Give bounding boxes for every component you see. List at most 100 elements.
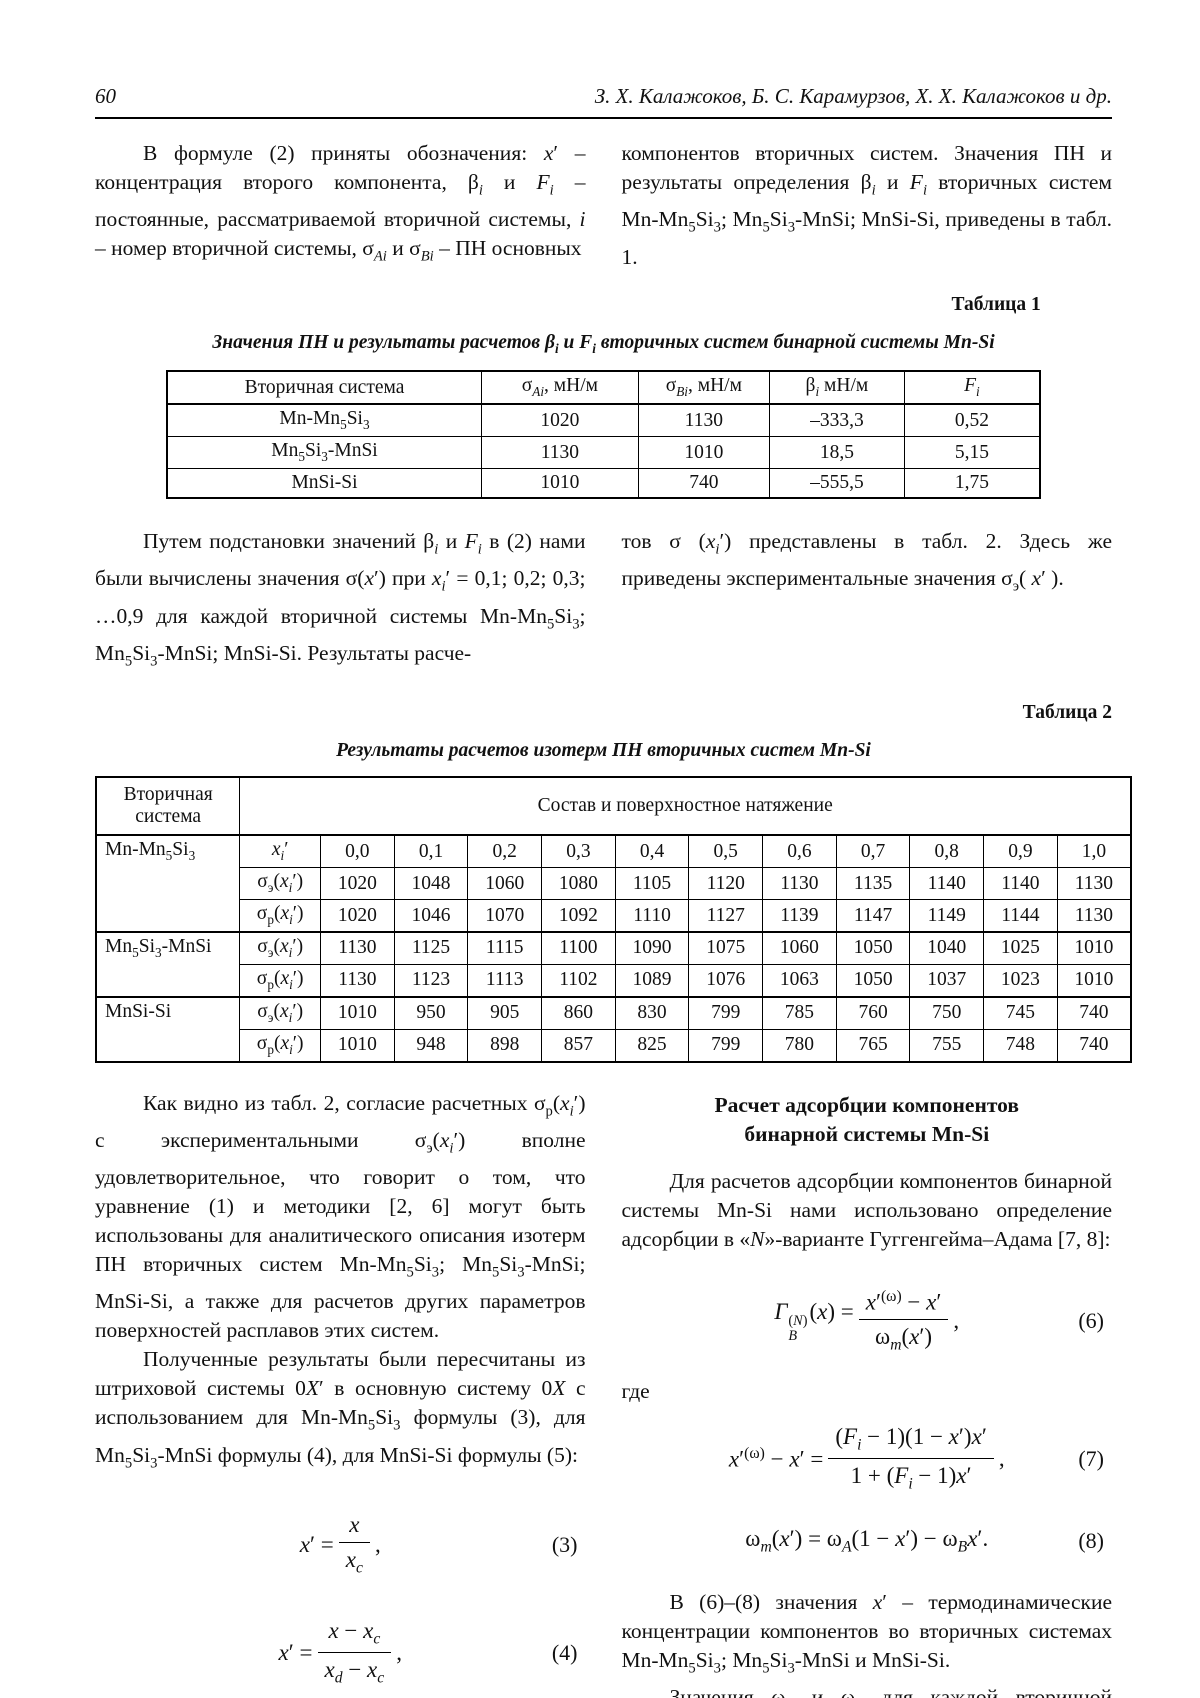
table2-row: σр(xi′) 1020 1046 1070 1092 1110 1127 1139 1147 1… (96, 899, 1132, 933)
table2-block: Таблица 2 Результаты расчетов изотерм ПН… (95, 702, 1132, 1063)
table2-value-cell: 898 (467, 1028, 543, 1063)
table2-value-cell: 740 (1056, 1028, 1132, 1063)
eq8-body: ωm(x′) = ωA(1 − x′) − ωBx′. (745, 1525, 989, 1556)
running-head: 60 З. Х. Калажоков, Б. С. Карамурзов, Х.… (95, 84, 1112, 109)
table2-value-cell: 1090 (614, 931, 690, 965)
table2-value-cell: 1130 (320, 931, 395, 965)
table2-value-cell: 1139 (762, 899, 837, 933)
section-right-column: Расчет адсорбции компонентов бинарной сис… (622, 1089, 1113, 1698)
table2-value-cell: 1040 (909, 931, 985, 965)
table2-value-cell: 1120 (688, 867, 764, 901)
table1-cell: 740 (637, 468, 770, 499)
table2-row: σр(xi′) 1130 1123 1113 1102 1089 1076 1063 1050 1… (96, 963, 1132, 998)
table1-cell: 1010 (637, 436, 770, 470)
eq6-denominator: ωm(x′) (858, 1319, 949, 1355)
table2-value-cell: 1,0 (1056, 834, 1132, 869)
equation-4: x′ = x − xc xd − xc , (4) (95, 1618, 586, 1688)
table2-value-cell: 750 (909, 995, 985, 1030)
table2-value-cell: 1046 (393, 899, 469, 933)
running-title: З. Х. Калажоков, Б. С. Карамурзов, Х. Х.… (594, 84, 1112, 108)
eq3-lhs: x′ = (299, 1531, 334, 1557)
where-label: где (621, 1378, 650, 1403)
table2-value-cell: 1010 (1056, 963, 1132, 998)
table2-label: Таблица 2 (1022, 702, 1112, 724)
table2-value-cell: 1140 (909, 867, 985, 901)
table2-body: Mn-Mn5Si3 xi′ 0,0 0,1 0,2 0,3 0,4 0,5 0,6 0,7 0,8 0… (95, 834, 1132, 1063)
table2-label-cell: σэ(xi′) (239, 995, 322, 1030)
table2-value-cell: 1105 (614, 867, 690, 901)
table2-value-cell: 1130 (320, 963, 395, 998)
eq6-number: (6) (1078, 1308, 1104, 1334)
table1-header-cell: Вторичная система (166, 370, 482, 406)
section-right-paragraph-2: В (6)–(8) значения x′ – термодинамически… (621, 1590, 1113, 1677)
table2-head-row: Вторичная система Состав и поверхностное … (95, 776, 1132, 837)
eq8-number: (8) (1078, 1528, 1104, 1554)
table2-value-cell: 857 (541, 1028, 616, 1063)
eq7-fraction: (Fi − 1)(1 − x′)x′ 1 + (Fi − 1)x′ (828, 1424, 994, 1494)
equation-8: ωm(x′) = ωA(1 − x′) − ωBx′. (8) (622, 1524, 1113, 1558)
table1-header-cell: Fi (904, 370, 1041, 406)
table2-value-cell: 0,3 (541, 834, 616, 869)
intro-right-paragraph: компонентов вторичных систем. Значения П… (621, 141, 1113, 269)
table2-value-cell: 0,0 (320, 834, 395, 869)
table2-value-cell: 1113 (467, 963, 543, 998)
table2-label-cell: σр(xi′) (239, 899, 322, 933)
table1-cell: 1010 (480, 468, 639, 499)
table1: Вторичная система σAi, мН/м σBi, мН/м βi мН… (166, 370, 1041, 500)
table1-cell: Mn-Mn5Si3 (166, 403, 482, 438)
eq7-denominator: 1 + (Fi − 1)x′ (828, 1458, 994, 1494)
table2-value-cell: 1050 (835, 963, 911, 998)
eq7-lhs: x′(ω) − x′ = (728, 1445, 824, 1472)
section-columns: Как видно из табл. 2, согласие расчетных… (95, 1089, 1112, 1698)
table2-value-cell: 1102 (541, 963, 616, 998)
section-left-paragraph-2: Полученные результаты были пересчитаны и… (95, 1347, 586, 1472)
table2-label-cell: σэ(xi′) (239, 931, 322, 965)
page-number: 60 (95, 84, 116, 108)
table2-value-cell: 1075 (688, 931, 764, 965)
eq3-numerator: x (349, 1512, 360, 1538)
eq7-number: (7) (1078, 1445, 1104, 1471)
table2-row: σр(xi′) 1010 948 898 857 825 799 780 765 755 748 74… (96, 1028, 1132, 1063)
table2-value-cell: 860 (541, 995, 616, 1030)
eq6-fraction: x′(ω) − x′ ωm(x′) (858, 1288, 949, 1355)
table2-value-cell: 1060 (762, 931, 837, 965)
table2-value-cell: 748 (983, 1028, 1058, 1063)
eq3-tail: , (374, 1531, 381, 1557)
section-right-paragraph-1: Для расчетов адсорбции компонентов бинар… (621, 1168, 1113, 1251)
table2-system-cell: Mn-Mn5Si3 (95, 834, 241, 933)
section-left-paragraph-1: Как видно из табл. 2, согласие расчетных… (95, 1090, 586, 1343)
table1-cell: 1020 (480, 403, 639, 438)
table2-value-cell: 1037 (909, 963, 985, 998)
intro-left-paragraph: В формуле (2) приняты обозначения: x′ – … (95, 141, 586, 265)
table2-value-cell: 745 (983, 995, 1058, 1030)
table2-value-cell: 1080 (541, 867, 616, 901)
table1-caption: Значения ПН и результаты расчетов βi и F… (212, 331, 995, 356)
eq3-denominator: xc (338, 1542, 370, 1578)
table2-value-cell: 785 (762, 995, 837, 1030)
equation-3: x′ = x xc , (3) (95, 1512, 586, 1578)
table2-label-cell: xi′ (239, 834, 322, 869)
table2-value-cell: 0,8 (909, 834, 985, 869)
eq4-fraction: x − xc xd − xc (317, 1618, 392, 1688)
table1-header-cell: βi мН/м (768, 370, 906, 406)
table2-value-cell: 1135 (835, 867, 911, 901)
table2-value-cell: 1123 (393, 963, 469, 998)
table2-value-cell: 830 (614, 995, 690, 1030)
table1-row: Mn-Mn5Si3 1020 1130 –333,3 0,52 (166, 403, 1041, 438)
table1-cell: 5,15 (904, 436, 1041, 470)
section-left-column: Как видно из табл. 2, согласие расчетных… (95, 1089, 586, 1698)
equation-6: Γ (N) B (x) = x′(ω) − x′ ωm(x′) , (6) (622, 1288, 1113, 1355)
eq3-fraction: x xc (338, 1512, 370, 1578)
table2-value-cell: 1063 (762, 963, 837, 998)
table2-value-cell: 1130 (1056, 899, 1132, 933)
table2-value-cell: 1092 (541, 899, 616, 933)
table2-value-cell: 1149 (909, 899, 985, 933)
table2-label-cell: σр(xi′) (239, 963, 322, 998)
table1-body: Mn-Mn5Si3 1020 1130 –333,3 0,52 Mn5Si3-MnSi 11… (166, 403, 1041, 499)
table2-value-cell: 0,7 (835, 834, 911, 869)
table1-cell: Mn5Si3-MnSi (166, 436, 482, 470)
table1-row: MnSi-Si 1010 740 –555,5 1,75 (166, 468, 1041, 499)
table1-label: Таблица 1 (951, 293, 1041, 315)
table2-value-cell: 1010 (320, 1028, 395, 1063)
